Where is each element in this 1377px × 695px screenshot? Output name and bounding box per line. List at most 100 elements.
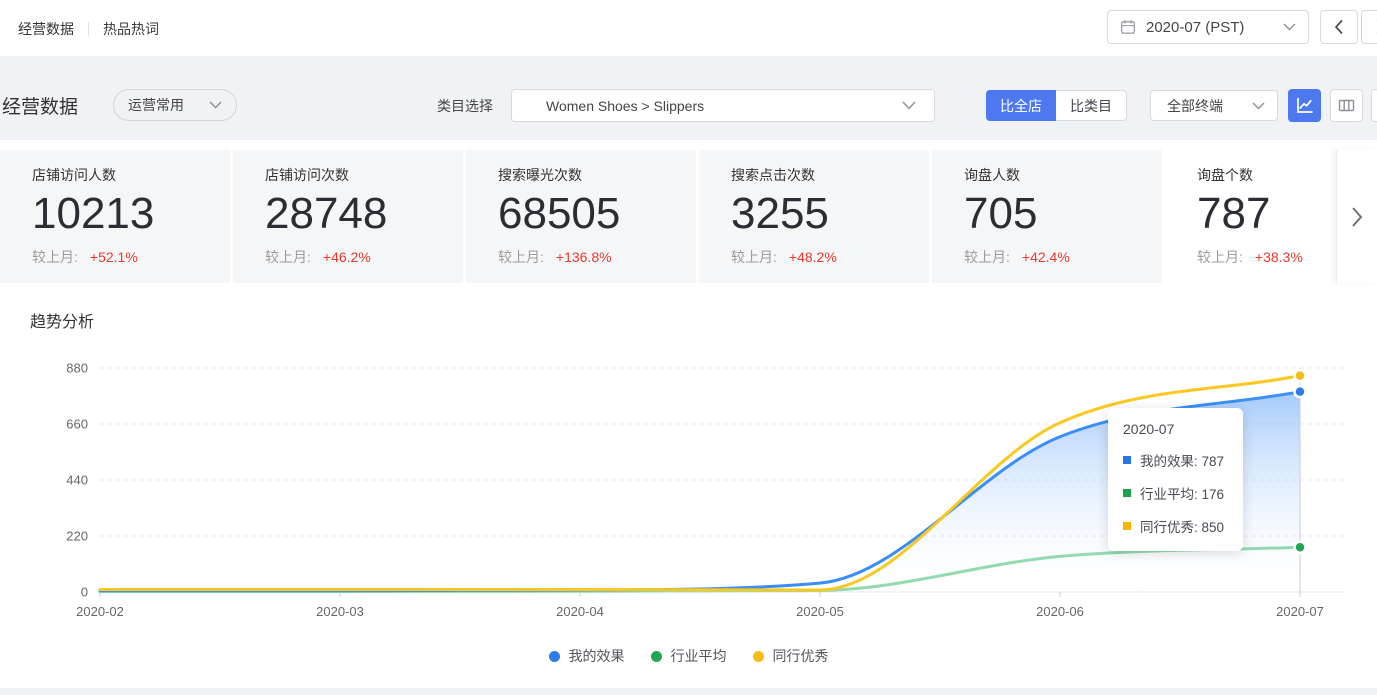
table-view-button[interactable] [1330, 89, 1363, 122]
line-chart-icon [1295, 96, 1314, 115]
tab-operating-data[interactable]: 经营数据 [18, 21, 74, 37]
tooltip-row: 行业平均: 176 [1123, 483, 1228, 503]
category-select[interactable]: Women Shoes > Slippers [511, 89, 935, 122]
svg-text:2020-02: 2020-02 [76, 604, 124, 619]
tab-divider [88, 22, 89, 36]
chart-tooltip: 2020-07 我的效果: 787 行业平均: 176 同行优秀: 850 [1108, 408, 1243, 551]
stat-card-compare: 较上月: +46.2% [265, 247, 463, 267]
svg-text:660: 660 [66, 417, 88, 432]
line-chart-view-button[interactable] [1288, 89, 1321, 122]
stat-card-compare-label: 较上月: [964, 248, 1010, 265]
stat-card-compare-label: 较上月: [498, 248, 544, 265]
stat-card[interactable]: 询盘个数 787 较上月: +38.3% [1165, 150, 1333, 283]
filter-bar: 经营数据 运营常用 类目选择 Women Shoes > Slippers 比全… [0, 56, 1377, 140]
legend-item[interactable]: 同行优秀 [752, 646, 829, 666]
category-select-value: Women Shoes > Slippers [546, 97, 705, 114]
stat-card-label: 询盘个数 [1197, 167, 1253, 183]
svg-text:0: 0 [81, 585, 88, 600]
svg-text:880: 880 [66, 361, 88, 376]
legend-dot-icon [752, 650, 764, 662]
tooltip-items: 我的效果: 787 行业平均: 176 同行优秀: 850 [1123, 450, 1228, 536]
prev-month-button[interactable] [1320, 10, 1358, 44]
tooltip-series-icon [1123, 522, 1131, 530]
stat-card-label: 店铺访问次数 [265, 167, 349, 183]
compare-toggle: 比全店 比类目 [986, 90, 1127, 121]
chevron-down-icon [1283, 23, 1296, 31]
month-picker-value: 2020-07 (PST) [1146, 18, 1245, 36]
tooltip-row: 我的效果: 787 [1123, 450, 1228, 470]
cards-scroll-next-button[interactable] [1336, 150, 1377, 283]
trend-section: 趋势分析 0 220 440 660 880 2020-02 2020-03 2020-04 2… [0, 290, 1377, 688]
stat-card[interactable]: 询盘人数 705 较上月: +42.4% [932, 150, 1162, 283]
month-picker[interactable]: 2020-07 (PST) [1107, 10, 1309, 44]
stat-card-compare: 较上月: +136.8% [498, 247, 696, 267]
chevron-down-icon [209, 101, 222, 109]
stat-card-compare-label: 较上月: [1197, 248, 1243, 265]
stat-card-compare: 较上月: +52.1% [32, 247, 230, 267]
svg-text:2020-06: 2020-06 [1036, 604, 1084, 619]
stat-card-value: 28748 [265, 189, 388, 238]
legend-label: 同行优秀 [772, 648, 829, 664]
stat-card[interactable]: 搜索曝光次数 68505 较上月: +136.8% [466, 150, 696, 283]
table-view-icon [1337, 96, 1356, 115]
stats-cards-row: 店铺访问人数 10213 较上月: +52.1% 店铺访问次数 28748 较上月: +46.… [0, 150, 1377, 283]
stat-card-change: +42.4% [1021, 248, 1070, 265]
stat-card-change: +136.8% [555, 248, 612, 265]
preset-select-value: 运营常用 [128, 97, 184, 113]
bottom-band [0, 688, 1377, 695]
legend-label: 行业平均 [670, 648, 727, 664]
stat-card[interactable]: 搜索点击次数 3255 较上月: +48.2% [699, 150, 929, 283]
stat-card-label: 询盘人数 [964, 167, 1020, 183]
chevron-down-icon [902, 101, 916, 110]
chevron-down-icon [1252, 102, 1265, 110]
stat-card-compare-label: 较上月: [265, 248, 311, 265]
legend-item[interactable]: 行业平均 [650, 646, 727, 666]
trend-title: 趋势分析 [30, 314, 95, 331]
terminal-select[interactable]: 全部终端 [1150, 90, 1278, 121]
chevron-left-icon [1334, 19, 1344, 35]
svg-text:2020-04: 2020-04 [556, 604, 604, 619]
stat-card-value: 68505 [498, 189, 621, 238]
svg-text:220: 220 [66, 529, 88, 544]
top-tabs: 经营数据 热品热词 [18, 19, 159, 39]
stat-card-compare: 较上月: +42.4% [964, 247, 1162, 267]
compare-shop-option[interactable]: 比全店 [986, 90, 1056, 121]
compare-category-option[interactable]: 比类目 [1056, 90, 1127, 121]
stat-card-value: 10213 [32, 189, 155, 238]
stat-card-value: 787 [1197, 189, 1271, 238]
legend-item[interactable]: 我的效果 [548, 646, 625, 666]
stat-card-label: 搜索点击次数 [731, 167, 815, 183]
topbar: 经营数据 热品热词 2020-07 (PST) [0, 0, 1377, 56]
stat-card-change: +52.1% [89, 248, 138, 265]
next-month-button[interactable] [1361, 10, 1377, 44]
extra-view-button[interactable] [1371, 89, 1377, 122]
cards-next-icon [1351, 206, 1363, 228]
preset-select[interactable]: 运营常用 [113, 89, 237, 121]
stat-card-value: 3255 [731, 189, 829, 238]
section-title: 经营数据 [2, 97, 79, 118]
stat-card-compare: 较上月: +38.3% [1197, 247, 1333, 267]
tooltip-series-icon [1123, 456, 1131, 464]
stat-card-change: +48.2% [788, 248, 837, 265]
stat-card-label: 店铺访问人数 [32, 167, 116, 183]
terminal-select-value: 全部终端 [1167, 97, 1223, 114]
svg-text:2020-05: 2020-05 [796, 604, 844, 619]
tooltip-series-value: 我的效果: 787 [1140, 454, 1225, 469]
trend-chart[interactable]: 0 220 440 660 880 2020-02 2020-03 2020-04 2020-0… [0, 290, 1377, 630]
tooltip-title: 2020-07 [1123, 421, 1175, 437]
svg-text:440: 440 [66, 473, 88, 488]
stat-card-compare: 较上月: +48.2% [731, 247, 929, 267]
legend-dot-icon [548, 650, 560, 662]
svg-text:2020-07: 2020-07 [1276, 604, 1324, 619]
stat-card[interactable]: 店铺访问人数 10213 较上月: +52.1% [0, 150, 230, 283]
stat-card-label: 搜索曝光次数 [498, 167, 582, 183]
chart-legend: 我的效果 行业平均 同行优秀 [0, 646, 1377, 666]
stat-card-change: +38.3% [1254, 248, 1303, 265]
tab-hot-products[interactable]: 热品热词 [103, 21, 159, 37]
stat-card[interactable]: 店铺访问次数 28748 较上月: +46.2% [233, 150, 463, 283]
stat-card-compare-label: 较上月: [32, 248, 78, 265]
category-label: 类目选择 [437, 98, 493, 114]
tooltip-row: 同行优秀: 850 [1123, 516, 1228, 536]
stat-card-change: +46.2% [322, 248, 371, 265]
